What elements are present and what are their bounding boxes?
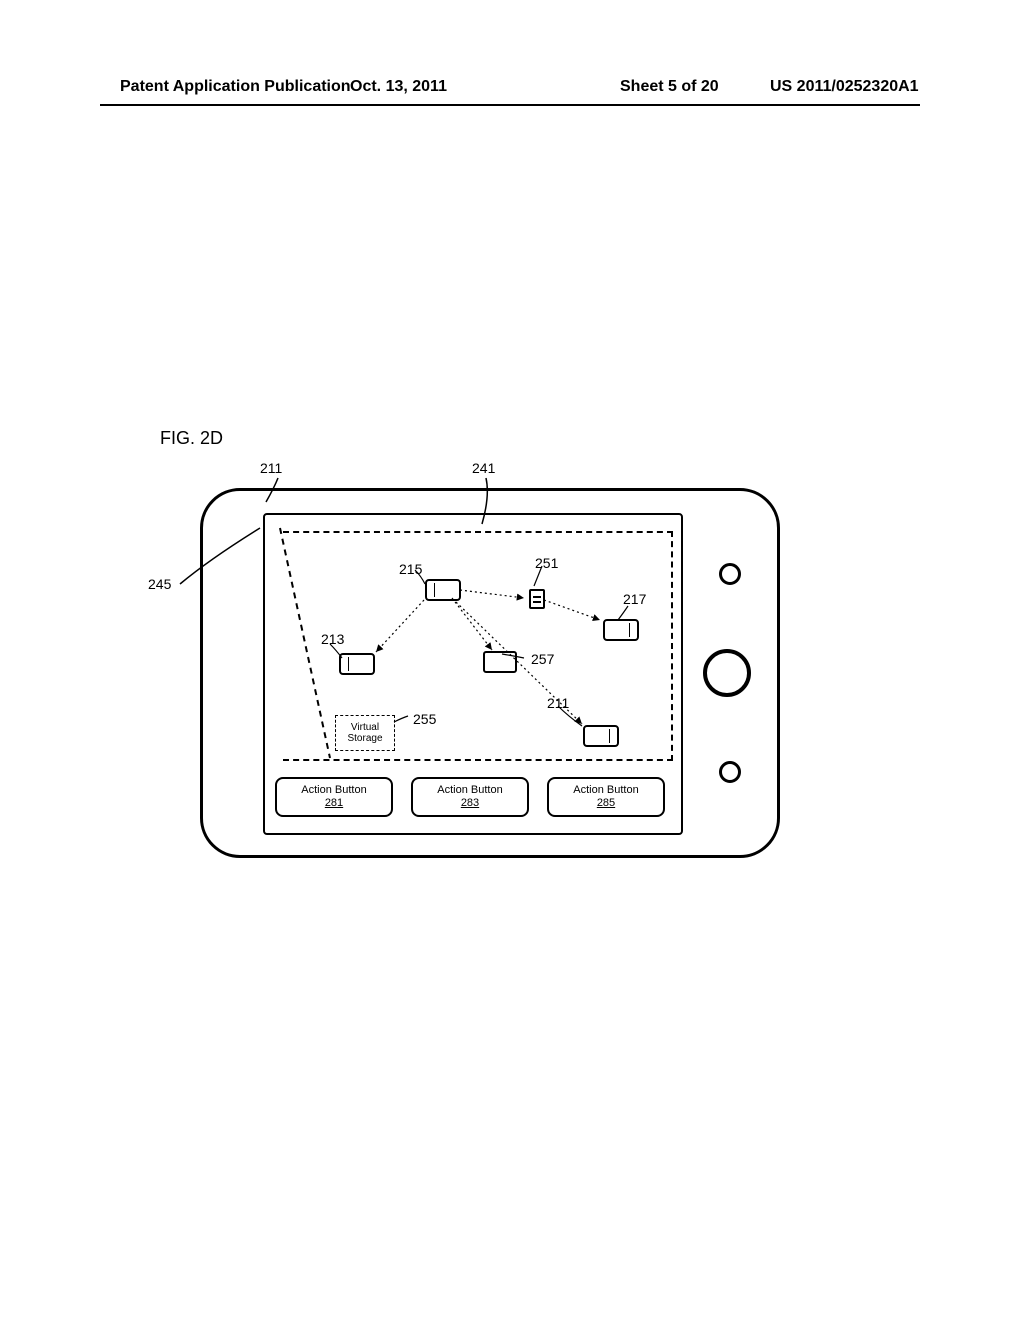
virtual-storage-box: Virtual Storage xyxy=(335,715,395,751)
header-left: Patent Application Publication xyxy=(120,78,351,96)
action-button-283-num: 283 xyxy=(461,797,479,810)
action-button-281-num: 281 xyxy=(325,797,343,810)
mini-device-211 xyxy=(583,725,619,747)
ref-211a: 211 xyxy=(260,460,282,476)
ref-215: 215 xyxy=(399,561,422,577)
virtual-storage-label: Virtual Storage xyxy=(347,722,382,744)
action-button-283-label: Action Button xyxy=(437,784,502,797)
physical-button-bottom[interactable] xyxy=(719,761,741,783)
mini-device-217 xyxy=(603,619,639,641)
home-button[interactable] xyxy=(703,649,751,697)
physical-button-top[interactable] xyxy=(719,563,741,585)
ref-251: 251 xyxy=(535,555,558,571)
mini-device-213 xyxy=(339,653,375,675)
ref-245: 245 xyxy=(148,576,171,592)
ref-257: 257 xyxy=(531,651,554,667)
page: Patent Application Publication Oct. 13, … xyxy=(0,0,1024,1320)
ref-211b: 211 xyxy=(547,695,569,711)
box-257 xyxy=(483,651,517,673)
action-button-281-label: Action Button xyxy=(301,784,366,797)
mini-device-215 xyxy=(425,579,461,601)
header-sheet: Sheet 5 of 20 xyxy=(620,78,719,96)
server-icon-251 xyxy=(529,589,545,609)
action-button-285[interactable]: Action Button 285 xyxy=(547,777,665,817)
action-button-285-num: 285 xyxy=(597,797,615,810)
action-button-285-label: Action Button xyxy=(573,784,638,797)
header-rule xyxy=(100,104,920,106)
ref-217: 217 xyxy=(623,591,646,607)
action-button-281[interactable]: Action Button 281 xyxy=(275,777,393,817)
header-publication: US 2011/0252320A1 xyxy=(770,78,919,96)
figure-label: FIG. 2D xyxy=(160,428,223,449)
action-button-283[interactable]: Action Button 283 xyxy=(411,777,529,817)
header-date: Oct. 13, 2011 xyxy=(350,78,447,96)
ref-241: 241 xyxy=(472,460,495,476)
ref-213: 213 xyxy=(321,631,344,647)
ref-255: 255 xyxy=(413,711,436,727)
device-outline: Virtual Storage 215 251 217 213 257 211 … xyxy=(200,488,780,858)
button-row: Action Button 281 Action Button 283 Acti… xyxy=(275,777,665,817)
